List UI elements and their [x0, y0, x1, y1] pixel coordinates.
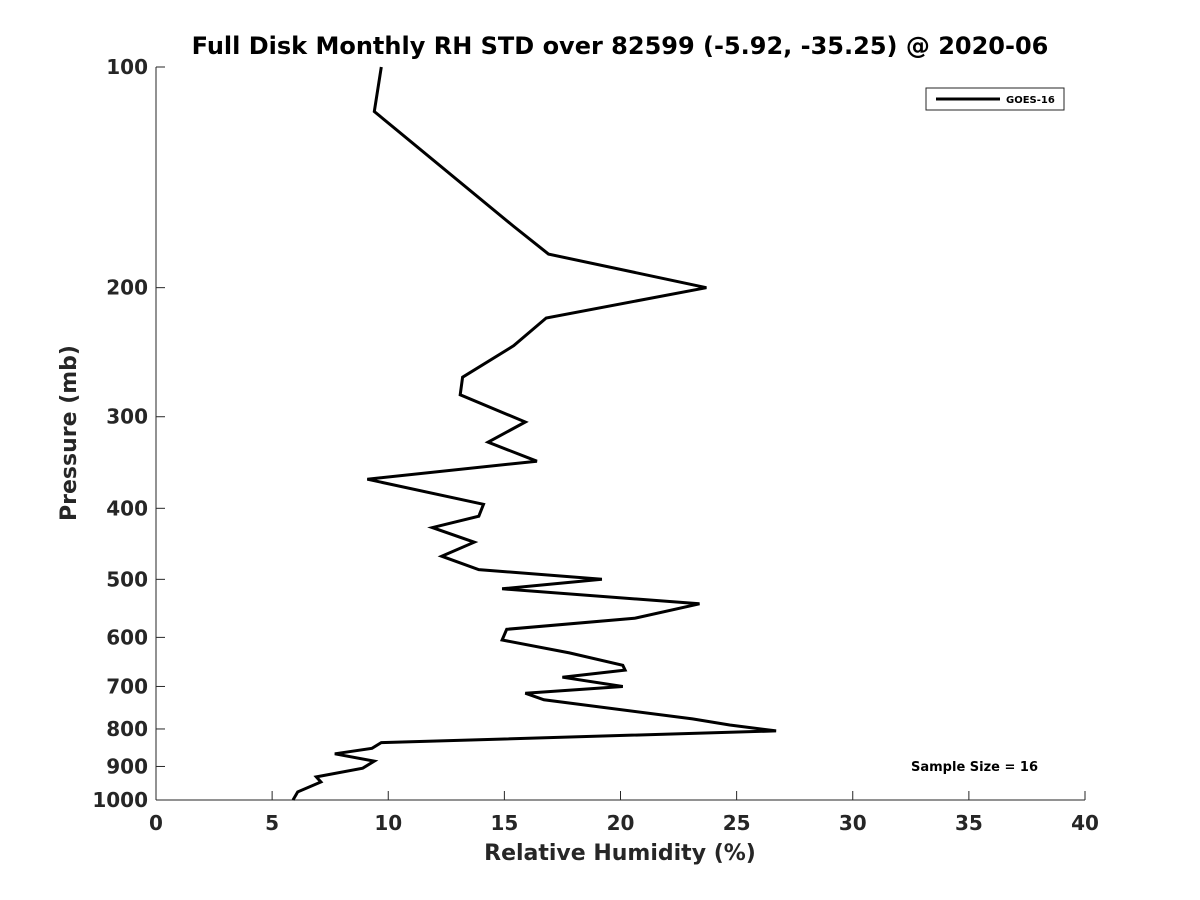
y-tick-label: 400: [106, 496, 148, 520]
x-tick-label: 10: [374, 811, 402, 835]
y-tick-label: 1000: [92, 788, 148, 812]
x-tick-label: 25: [723, 811, 751, 835]
x-axis-label: Relative Humidity (%): [484, 841, 756, 866]
plot-area: 0 5 10 15 20 25 30 35 40 100 200 300 400 500 600 700 80…: [92, 55, 1099, 835]
y-ticks: 100 200 300 400 500 600 700 800 900 1000: [92, 55, 165, 812]
legend-label-goes-16: GOES-16: [1006, 95, 1055, 106]
y-tick-label: 600: [106, 625, 148, 649]
y-tick-label: 300: [106, 405, 148, 429]
y-tick-label: 700: [106, 674, 148, 698]
y-tick-label: 200: [106, 276, 148, 300]
x-ticks: 0 5 10 15 20 25 30 35 40: [149, 791, 1099, 835]
x-tick-label: 5: [265, 811, 279, 835]
x-tick-label: 30: [839, 811, 867, 835]
sample-size-annotation: Sample Size = 16: [911, 760, 1038, 775]
y-tick-label: 800: [106, 717, 148, 741]
x-tick-label: 0: [149, 811, 163, 835]
y-tick-label: 900: [106, 754, 148, 778]
y-tick-label: 500: [106, 567, 148, 591]
legend: GOES-16: [925, 87, 1065, 111]
plot-background: [156, 67, 1085, 800]
series-line-goes-16: [291, 66, 777, 801]
chart-title: Full Disk Monthly RH STD over 82599 (-5.…: [192, 32, 1049, 60]
x-tick-label: 20: [607, 811, 635, 835]
series-layer: [291, 66, 777, 801]
x-tick-label: 40: [1071, 811, 1099, 835]
y-tick-label: 100: [106, 55, 148, 79]
y-axis-label: Pressure (mb): [57, 345, 82, 521]
x-tick-label: 15: [490, 811, 518, 835]
x-tick-label: 35: [955, 811, 983, 835]
